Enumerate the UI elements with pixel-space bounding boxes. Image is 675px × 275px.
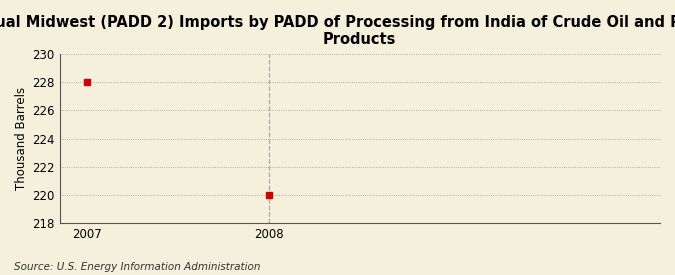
Text: Source: U.S. Energy Information Administration: Source: U.S. Energy Information Administ… — [14, 262, 260, 272]
Title: Annual Midwest (PADD 2) Imports by PADD of Processing from India of Crude Oil an: Annual Midwest (PADD 2) Imports by PADD … — [0, 15, 675, 47]
Y-axis label: Thousand Barrels: Thousand Barrels — [15, 87, 28, 190]
